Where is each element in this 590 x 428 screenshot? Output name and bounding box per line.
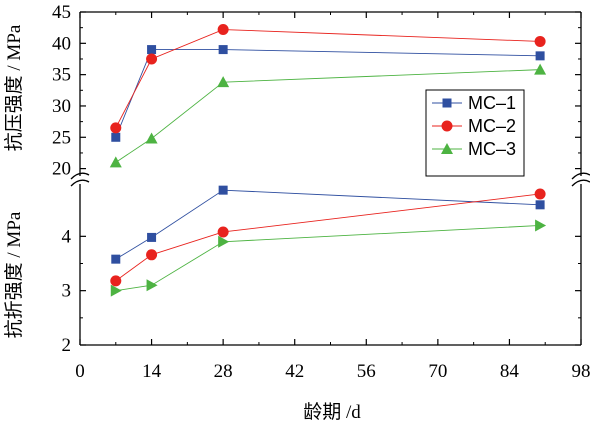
y-tick-label: 20: [52, 159, 71, 180]
series-flexural-mc2: [110, 188, 546, 287]
data-point-compressive-mc1: [535, 51, 545, 61]
y-tick-label: 45: [52, 2, 71, 23]
data-point-flexural-mc3: [218, 235, 230, 248]
y-tick-label: 2: [62, 335, 72, 356]
series-compressive-mc2: [110, 24, 546, 134]
x-tick-label: 56: [357, 361, 376, 382]
data-point-compressive-mc3: [145, 132, 158, 144]
series-line-compressive-mc2: [115, 29, 541, 129]
data-point-compressive-mc1: [111, 132, 121, 142]
data-point-flexural-mc2: [110, 275, 122, 287]
legend: MC–1 MC–2 MC–3: [425, 89, 525, 177]
x-tick-label: 0: [75, 361, 85, 382]
data-point-flexural-mc3: [535, 219, 547, 232]
data-point-compressive-mc1: [147, 45, 157, 55]
legend-label: MC–3: [468, 139, 516, 159]
axis-break-left-lower: [70, 179, 90, 187]
y-axis-title-compressive: 抗压强度 / MPa: [3, 24, 25, 151]
x-tick-label: 28: [214, 361, 233, 382]
x-tick-label: 98: [572, 361, 590, 382]
x-tick-label: 84: [500, 361, 520, 382]
y-tick-label: 35: [52, 65, 71, 86]
x-tick-label: 42: [285, 361, 304, 382]
data-point-flexural-mc2: [217, 226, 229, 238]
series-layer: [109, 24, 547, 297]
data-point-compressive-mc1: [218, 45, 228, 55]
data-point-compressive-mc3: [217, 76, 230, 88]
axis-break-left-upper: [70, 172, 90, 180]
legend-label: MC–1: [468, 93, 516, 113]
data-point-flexural-mc2: [534, 188, 546, 200]
series-line-flexural-mc1: [115, 189, 541, 260]
y-tick-label: 3: [62, 281, 72, 302]
legend-marker: [441, 120, 453, 132]
series-flexural-mc1: [111, 185, 545, 264]
y-tick-label: 25: [52, 127, 71, 148]
x-axis-title: 龄期 /d: [303, 401, 361, 423]
series-compressive-mc3: [109, 63, 547, 168]
data-point-flexural-mc2: [146, 249, 158, 261]
x-tick-label: 14: [142, 361, 162, 382]
data-point-compressive-mc2: [110, 122, 122, 134]
y-tick-label: 4: [62, 226, 72, 247]
data-point-flexural-mc1: [147, 232, 157, 242]
data-point-compressive-mc2: [534, 35, 546, 47]
y-tick-label: 30: [52, 96, 71, 117]
x-tick-label: 70: [428, 361, 447, 382]
data-point-compressive-mc3: [109, 156, 122, 168]
legend-marker: [442, 98, 452, 108]
series-flexural-mc3: [110, 219, 547, 297]
series-line-compressive-mc3: [115, 69, 541, 163]
data-point-compressive-mc3: [534, 63, 547, 75]
y-axis-title-flexural: 抗折强度 / MPa: [3, 211, 25, 338]
axis-break-right-upper: [571, 172, 590, 180]
axis-break-right-lower: [571, 179, 590, 187]
data-point-compressive-mc2: [217, 24, 229, 36]
axis-ticks: 0 14 28 42 56 70 84 98 20 25 30 35 40 45 2 3 4: [52, 2, 590, 382]
data-point-flexural-mc3: [146, 279, 158, 292]
series-line-flexural-mc3: [115, 225, 541, 292]
legend-marker: [441, 143, 453, 154]
data-point-flexural-mc1: [111, 254, 121, 264]
data-point-flexural-mc1: [218, 185, 228, 195]
data-point-flexural-mc3: [110, 284, 122, 297]
data-point-flexural-mc1: [535, 200, 545, 210]
legend-label: MC–2: [468, 116, 516, 136]
y-tick-label: 40: [52, 33, 71, 54]
legend-box: [425, 89, 525, 177]
axis-titles: 龄期 /d 抗压强度 / MPa 抗折强度 / MPa: [3, 24, 361, 423]
series-line-flexural-mc2: [115, 193, 541, 282]
data-point-compressive-mc2: [146, 53, 158, 65]
